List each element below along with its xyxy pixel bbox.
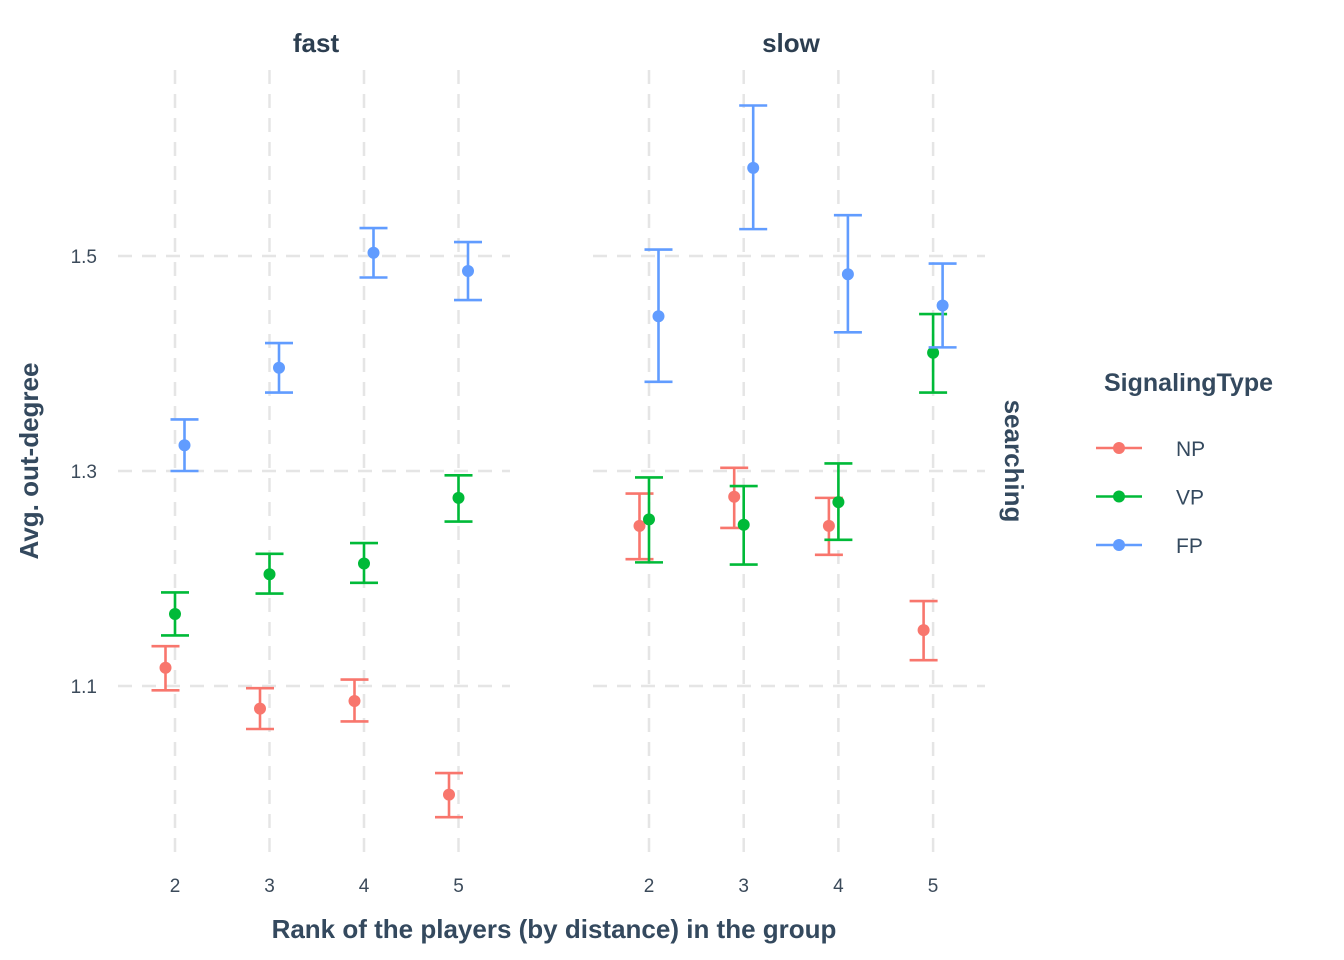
x-tick-label-slow: 3 (738, 876, 749, 897)
panel-slow: slow (593, 28, 985, 855)
legend-items: NP VP FP (1096, 438, 1205, 558)
marks-slow (625, 104, 957, 662)
y-axis-ticks: 1.1 1.3 1.5 (71, 247, 97, 698)
point-FP-3 (273, 361, 285, 374)
legend-key-point (1113, 539, 1125, 551)
facet-label-slow: slow (762, 28, 821, 58)
point-VP-5 (452, 491, 465, 504)
row-facet-label: searching (999, 400, 1029, 523)
point-NP-3 (728, 490, 741, 503)
point-NP-3 (254, 702, 266, 715)
point-NP-2 (633, 519, 646, 532)
legend-item-FP: FP (1096, 535, 1203, 558)
legend-key-point (1113, 442, 1125, 454)
marks-fast (151, 226, 482, 819)
x-tick-label-fast: 5 (453, 876, 464, 897)
point-FP-4 (367, 246, 380, 259)
legend-item-NP: NP (1096, 438, 1205, 461)
x-tick-label-fast: 2 (170, 876, 181, 897)
series-fast-FP (170, 226, 482, 473)
point-NP-4 (348, 695, 361, 708)
facet-label-fast: fast (293, 28, 340, 58)
series-slow-NP (625, 466, 938, 662)
x-tick-label-slow: 2 (644, 876, 655, 897)
point-NP-2 (159, 661, 172, 674)
x-axis-title: Rank of the players (by distance) in the… (272, 914, 837, 944)
series-fast-VP (161, 473, 473, 637)
point-FP-3 (747, 161, 760, 174)
legend-title: SignalingType (1104, 369, 1273, 397)
point-NP-5 (443, 788, 455, 801)
panel-fast: fast (118, 28, 510, 855)
x-tick-label-fast: 4 (359, 876, 370, 897)
legend-label: VP (1176, 487, 1204, 510)
y-tick-label: 1.3 (71, 462, 97, 483)
legend-item-VP: VP (1096, 487, 1204, 510)
legend-label: FP (1176, 535, 1203, 558)
point-VP-4 (832, 496, 845, 509)
point-NP-4 (822, 519, 835, 532)
y-tick-label: 1.1 (71, 677, 97, 698)
point-VP-4 (358, 557, 370, 570)
point-FP-2 (178, 439, 191, 452)
point-NP-5 (917, 624, 930, 637)
point-FP-5 (462, 265, 474, 278)
point-FP-2 (652, 310, 665, 323)
series-slow-FP (644, 104, 957, 384)
series-fast-NP (151, 644, 463, 819)
point-VP-2 (169, 607, 181, 620)
x-tick-label-fast: 3 (264, 876, 275, 897)
legend: SignalingType NP VP FP (1096, 369, 1273, 558)
point-VP-5 (927, 346, 940, 359)
x-tick-label-slow: 5 (928, 876, 939, 897)
point-FP-4 (841, 268, 854, 281)
legend-label: NP (1176, 438, 1205, 461)
point-VP-3 (263, 568, 276, 581)
point-VP-3 (737, 518, 750, 531)
gridlines-fast (118, 70, 510, 855)
x-tick-label-slow: 4 (833, 876, 844, 897)
x-axis-ticks: 2 3 4 5 2 3 4 5 (170, 876, 939, 897)
legend-key-point (1113, 490, 1125, 503)
y-tick-label: 1.5 (71, 247, 97, 268)
series-slow-VP (635, 312, 948, 566)
point-FP-5 (936, 299, 949, 312)
gridlines-slow (593, 70, 985, 855)
point-VP-2 (643, 513, 655, 526)
y-axis-title: Avg. out-degree (14, 363, 44, 560)
